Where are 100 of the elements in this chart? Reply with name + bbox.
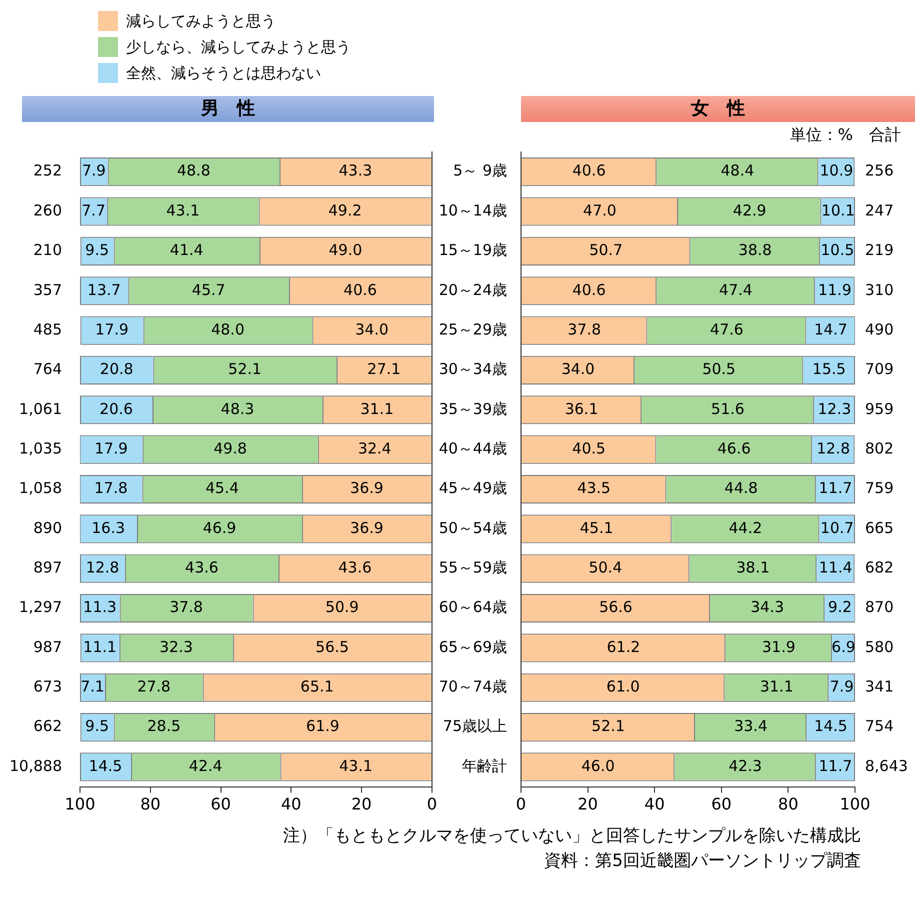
data-label: 11.3 xyxy=(83,598,117,616)
data-label: 14.5 xyxy=(814,717,848,736)
data-label: 12.3 xyxy=(818,400,852,418)
data-label: 41.4 xyxy=(170,241,204,260)
data-label: 38.1 xyxy=(736,558,770,576)
text: 764 xyxy=(33,360,62,378)
x-tick-label: 0 xyxy=(426,794,438,814)
data-label: 11.7 xyxy=(818,756,852,775)
data-label: 49.0 xyxy=(328,241,362,260)
data-label: 44.8 xyxy=(724,479,758,498)
data-label: 37.8 xyxy=(568,320,602,338)
x-tick-label: 20 xyxy=(578,794,598,814)
data-label: 38.8 xyxy=(738,241,772,260)
text: 1,058 xyxy=(19,479,62,498)
data-label: 33.4 xyxy=(734,717,768,736)
x-tick-label: 40 xyxy=(644,794,665,814)
text: 959 xyxy=(865,400,894,418)
data-label: 36.9 xyxy=(350,518,384,537)
data-label: 36.1 xyxy=(564,400,598,418)
text: 665 xyxy=(865,518,894,537)
data-label: 52.1 xyxy=(592,717,625,736)
y-tick-label: 50～54歳 xyxy=(438,518,507,537)
text: 8,643 xyxy=(865,756,908,775)
text: 341 xyxy=(865,678,894,696)
data-label: 34.0 xyxy=(355,320,389,338)
data-label: 7.7 xyxy=(82,201,106,220)
text: 合計 xyxy=(869,125,901,144)
data-label: 11.1 xyxy=(83,638,117,656)
y-tick-label: 15～19歳 xyxy=(438,241,507,260)
data-label: 9.5 xyxy=(85,717,109,736)
data-label: 15.5 xyxy=(812,360,846,378)
y-tick-label: 30～34歳 xyxy=(438,360,507,378)
y-tick-label: 45～49歳 xyxy=(438,479,507,498)
text: 1,061 xyxy=(19,400,62,418)
data-label: 44.2 xyxy=(728,518,762,537)
data-label: 43.6 xyxy=(185,558,218,576)
data-label: 43.3 xyxy=(338,162,372,180)
data-label: 7.1 xyxy=(80,678,104,696)
legend-label: 全然、減らそうとは思わない xyxy=(126,64,321,82)
text: 注）「もともとクルマを使っていない」と回答したサンプルを除いた構成比 xyxy=(283,825,861,848)
text: 490 xyxy=(865,320,894,338)
text: 247 xyxy=(865,201,894,220)
data-label: 46.0 xyxy=(581,756,615,775)
data-label: 28.5 xyxy=(147,717,181,736)
x-tick-label: 100 xyxy=(840,794,870,814)
data-label: 11.4 xyxy=(818,558,852,576)
data-label: 20.6 xyxy=(100,400,133,418)
data-label: 50.7 xyxy=(589,241,623,260)
y-tick-label: 10～14歳 xyxy=(438,201,507,220)
data-label: 14.7 xyxy=(814,320,848,338)
text: 662 xyxy=(33,717,62,736)
y-tick-label: 75歳以上 xyxy=(442,717,507,736)
text: 219 xyxy=(865,241,894,260)
data-label: 48.3 xyxy=(220,400,254,418)
data-label: 6.9 xyxy=(832,638,856,656)
y-tick-label: 25～29歳 xyxy=(438,320,507,338)
x-tick-label: 20 xyxy=(351,794,372,814)
data-label: 48.0 xyxy=(211,320,245,338)
data-label: 11.9 xyxy=(818,280,852,299)
data-label: 47.4 xyxy=(719,280,752,299)
text: 310 xyxy=(865,280,894,299)
data-label: 31.9 xyxy=(762,638,796,656)
data-label: 45.1 xyxy=(580,518,614,537)
y-tick-label: 70～74歳 xyxy=(438,678,507,696)
text: 210 xyxy=(33,241,62,260)
data-label: 34.3 xyxy=(750,598,784,616)
data-label: 12.8 xyxy=(86,558,120,576)
text: 709 xyxy=(865,360,894,378)
data-label: 31.1 xyxy=(760,678,794,696)
data-label: 45.7 xyxy=(192,280,226,299)
chart-title: 男 性 xyxy=(22,96,434,122)
text: 754 xyxy=(865,717,894,736)
data-label: 43.6 xyxy=(338,558,372,576)
text: 485 xyxy=(33,320,62,338)
y-tick-label: 65～69歳 xyxy=(438,638,507,656)
x-tick-label: 80 xyxy=(140,794,161,814)
x-tick-label: 100 xyxy=(64,794,96,814)
text: 897 xyxy=(33,558,62,576)
data-label: 27.1 xyxy=(367,360,401,378)
data-label: 50.9 xyxy=(325,598,359,616)
text: 682 xyxy=(865,558,894,576)
data-label: 43.5 xyxy=(577,479,611,498)
text: 252 xyxy=(33,162,62,180)
text: 1,297 xyxy=(19,598,62,616)
data-label: 9.5 xyxy=(85,241,109,260)
data-label: 12.8 xyxy=(816,439,850,458)
y-tick-label: 60～64歳 xyxy=(438,598,507,616)
data-label: 56.6 xyxy=(599,598,632,616)
text: 673 xyxy=(33,678,62,696)
data-label: 43.1 xyxy=(339,756,373,775)
data-label: 37.8 xyxy=(170,598,203,616)
x-tick-label: 80 xyxy=(778,794,798,814)
data-label: 61.2 xyxy=(606,638,640,656)
data-label: 27.8 xyxy=(137,678,171,696)
data-label: 14.5 xyxy=(88,756,122,775)
data-label: 61.9 xyxy=(306,717,340,736)
data-label: 56.5 xyxy=(316,638,349,656)
text: 890 xyxy=(33,518,62,537)
data-label: 10.9 xyxy=(820,162,854,180)
data-label: 47.6 xyxy=(710,320,744,338)
